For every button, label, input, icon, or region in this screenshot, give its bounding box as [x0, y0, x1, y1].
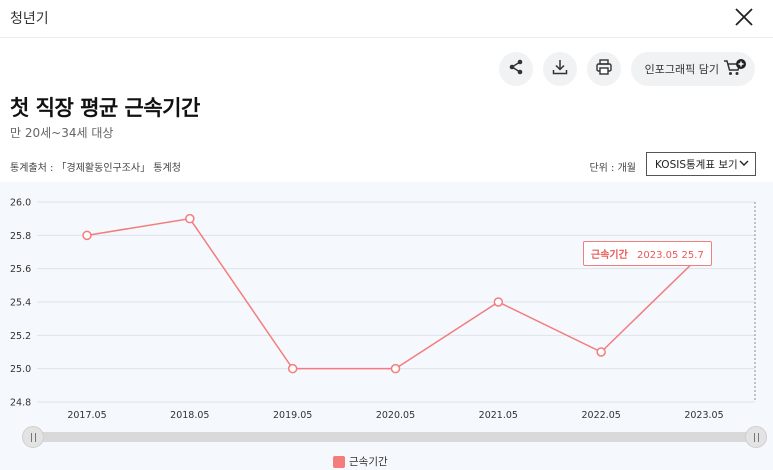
line-chart: 24.8 25.0 25.2 25.4 25.6 25.8 26.0 2017.05 2018.… — [10, 198, 756, 421]
chart-tooltip: 근속기간 2023.05 25.7 — [583, 241, 712, 266]
y-tick-label: 24.8 — [10, 398, 31, 409]
tooltip-y: 25.7 — [681, 250, 704, 261]
page-subtitle: 만 20세~34세 대상 — [10, 126, 114, 140]
share-icon — [507, 58, 525, 80]
x-tick-label: 2017.05 — [67, 410, 106, 421]
cart-plus-icon — [723, 58, 747, 81]
range-handle-left[interactable] — [22, 426, 44, 448]
toolbar: 인포그래픽 담기 — [498, 52, 755, 86]
data-point — [287, 363, 298, 374]
kosis-table-select[interactable]: KOSIS통계표 보기 — [646, 152, 756, 176]
data-point — [596, 347, 606, 357]
tooltip-series: 근속기간 — [591, 250, 628, 261]
y-tick-label: 25.4 — [10, 298, 31, 309]
download-button[interactable] — [542, 52, 577, 86]
y-tick-label: 25.8 — [10, 231, 31, 242]
y-tick-label: 25.0 — [10, 364, 31, 375]
data-point — [82, 230, 92, 241]
grip-icon — [753, 432, 759, 442]
x-tick-label: 2022.05 — [582, 410, 621, 421]
y-tick-label: 25.2 — [10, 331, 31, 342]
range-scrollbar[interactable] — [22, 426, 767, 448]
chart-area: 24.8 25.0 25.2 25.4 25.6 25.8 26.0 2017.05 2018.… — [0, 182, 773, 470]
data-point — [493, 297, 504, 307]
data-point — [185, 213, 195, 224]
window-header: 청년기 — [0, 0, 773, 38]
printer-icon — [595, 58, 613, 80]
tooltip-x: 2023.05 — [637, 250, 679, 261]
range-handle-right[interactable] — [745, 426, 767, 448]
x-tick-label: 2020.05 — [376, 410, 415, 421]
data-point — [390, 363, 401, 374]
share-button[interactable] — [498, 52, 533, 86]
download-icon — [551, 58, 569, 80]
grip-icon — [30, 432, 36, 442]
add-infographic-button[interactable]: 인포그래픽 담기 — [630, 52, 755, 86]
unit-text: 단위 : 개월 — [589, 163, 636, 174]
window-title: 청년기 — [10, 11, 49, 27]
page-title: 첫 직장 평균 근속기간 — [10, 96, 200, 120]
chevron-down-icon — [739, 158, 749, 171]
x-tick-label: 2019.05 — [273, 410, 312, 421]
legend-item[interactable]: 근속기간 — [333, 454, 388, 469]
source-text: 통계출처 : 「경제활동인구조사」 통계청 — [10, 163, 181, 174]
legend-swatch — [333, 455, 345, 468]
close-icon[interactable] — [733, 6, 755, 28]
kosis-select-label: KOSIS통계표 보기 — [655, 158, 738, 171]
legend-label: 근속기간 — [349, 456, 388, 468]
y-tick-label: 26.0 — [10, 198, 31, 209]
y-tick-label: 25.6 — [10, 264, 31, 275]
print-button[interactable] — [586, 52, 621, 86]
x-tick-label: 2023.05 — [684, 410, 723, 421]
x-tick-label: 2018.05 — [170, 410, 209, 421]
cart-label: 인포그래픽 담기 — [644, 63, 719, 76]
x-tick-label: 2021.05 — [479, 410, 518, 421]
